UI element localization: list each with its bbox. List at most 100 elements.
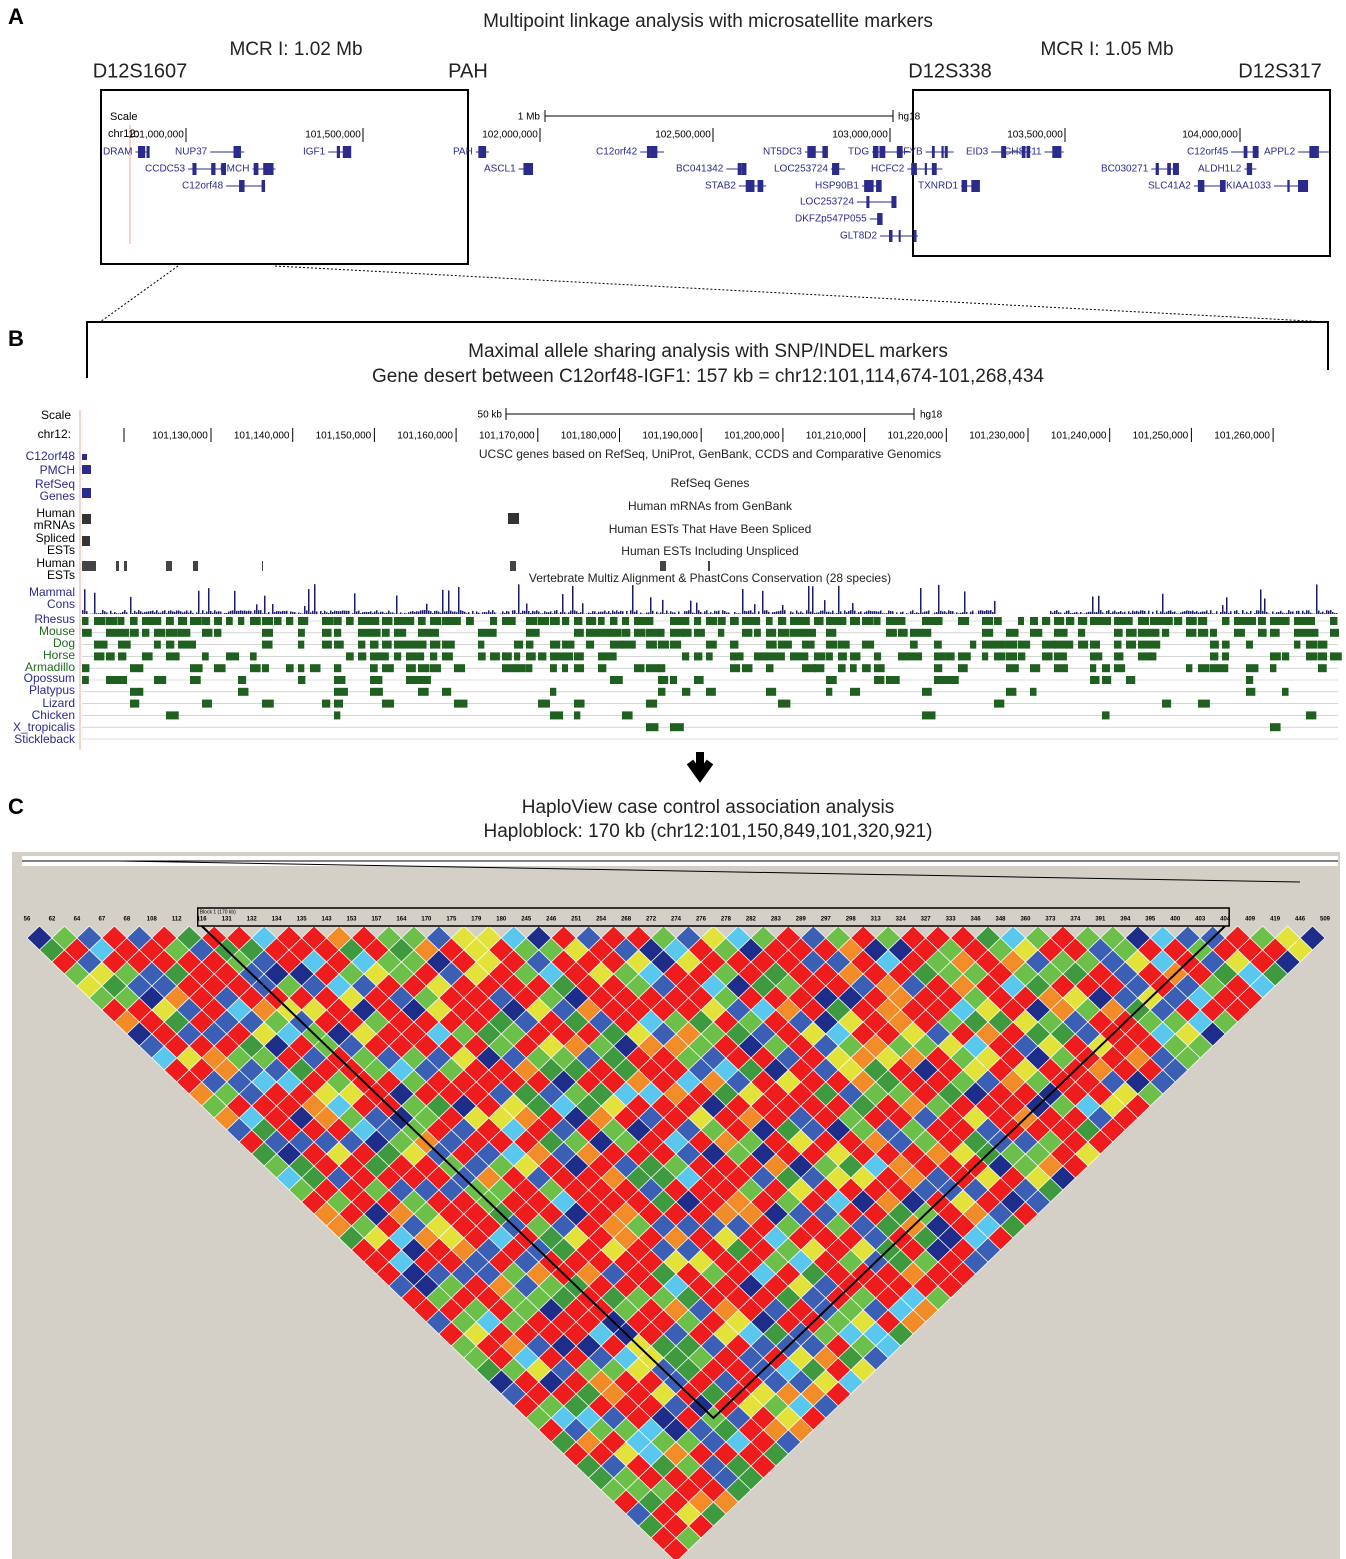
cons-bar bbox=[1336, 613, 1338, 614]
align-block bbox=[430, 664, 441, 673]
cons-bar bbox=[462, 611, 464, 614]
align-block bbox=[1330, 652, 1342, 661]
cons-bar bbox=[942, 611, 944, 614]
align-block bbox=[790, 628, 803, 637]
cons-bar bbox=[928, 610, 930, 614]
cons-bar bbox=[1116, 612, 1118, 614]
align-block bbox=[802, 664, 816, 673]
align-block bbox=[550, 687, 557, 696]
cons-bar bbox=[560, 611, 562, 614]
align-block bbox=[430, 628, 439, 637]
cons-bar bbox=[640, 612, 642, 614]
align-block bbox=[1330, 628, 1340, 637]
track-label: Opossum bbox=[24, 671, 75, 685]
exon bbox=[1287, 180, 1290, 192]
cons-bar bbox=[684, 611, 686, 614]
cons-bar bbox=[124, 610, 126, 614]
align-block bbox=[418, 628, 432, 637]
align-block bbox=[454, 617, 461, 625]
align-block bbox=[418, 652, 425, 661]
align-block bbox=[286, 664, 294, 673]
align-block bbox=[922, 711, 936, 720]
cons-bar bbox=[300, 613, 302, 614]
align-block bbox=[1006, 687, 1017, 696]
exon bbox=[1252, 146, 1259, 158]
cons-bar bbox=[110, 610, 112, 614]
cons-bar bbox=[1118, 612, 1120, 614]
cons-bar bbox=[258, 610, 260, 614]
align-block bbox=[1198, 617, 1208, 625]
align-block bbox=[838, 617, 847, 625]
align-block bbox=[394, 628, 407, 637]
align-block bbox=[1102, 711, 1110, 720]
align-block bbox=[1246, 617, 1256, 625]
cons-bar bbox=[878, 611, 880, 614]
marker-number: 509 bbox=[1320, 917, 1331, 923]
cons-bar bbox=[1272, 611, 1274, 614]
cons-bar bbox=[570, 610, 572, 614]
align-block bbox=[430, 652, 438, 661]
cons-bar bbox=[952, 611, 954, 614]
est bbox=[124, 561, 127, 571]
exon bbox=[1001, 146, 1007, 158]
cons-bar bbox=[324, 610, 326, 614]
align-block bbox=[1186, 664, 1193, 673]
align-block bbox=[610, 628, 622, 637]
cons-bar bbox=[1256, 610, 1258, 614]
cons-bar bbox=[884, 613, 886, 614]
marker-number: 404 bbox=[1220, 917, 1231, 923]
align-block bbox=[598, 628, 612, 637]
cons-bar bbox=[724, 611, 726, 614]
marker-number: 108 bbox=[147, 917, 158, 923]
cons-bar bbox=[260, 610, 262, 614]
cons-bar bbox=[254, 610, 256, 614]
cons-bar bbox=[646, 612, 648, 614]
cons-bar bbox=[518, 584, 520, 614]
align-block bbox=[82, 617, 89, 625]
align-block bbox=[322, 640, 332, 649]
align-block bbox=[778, 628, 790, 637]
align-block bbox=[1030, 687, 1037, 696]
align-block bbox=[178, 640, 191, 649]
align-block bbox=[322, 628, 332, 637]
exon bbox=[646, 146, 651, 158]
cons-bar bbox=[456, 612, 458, 614]
position-label: 101,260,000 bbox=[1214, 431, 1270, 442]
cons-bar bbox=[166, 613, 168, 614]
align-block bbox=[802, 617, 810, 625]
cons-bar bbox=[822, 610, 824, 614]
align-block bbox=[262, 640, 273, 649]
align-block bbox=[106, 676, 119, 684]
marker-number: 278 bbox=[721, 917, 732, 923]
align-block bbox=[442, 640, 455, 649]
cons-bar bbox=[1148, 610, 1150, 614]
cons-bar bbox=[1284, 613, 1286, 614]
cons-bar bbox=[686, 611, 688, 614]
cons-bar bbox=[118, 613, 120, 614]
cons-bar bbox=[734, 612, 736, 614]
align-block bbox=[574, 664, 585, 673]
cons-bar bbox=[276, 611, 278, 614]
cons-bar bbox=[572, 585, 574, 614]
align-block bbox=[226, 617, 233, 625]
cons-bar bbox=[1324, 613, 1326, 614]
position-label: 103,500,000 bbox=[1007, 130, 1063, 141]
exon bbox=[141, 146, 146, 158]
align-block bbox=[670, 676, 678, 684]
cons-bar bbox=[1290, 611, 1292, 614]
align-block bbox=[382, 628, 390, 637]
cons-bar bbox=[1106, 610, 1108, 614]
align-block bbox=[454, 699, 468, 708]
cons-bar bbox=[664, 613, 666, 614]
exon bbox=[1309, 146, 1315, 158]
cons-bar bbox=[226, 612, 228, 614]
marker-number: 394 bbox=[1120, 917, 1131, 923]
cons-bar bbox=[98, 613, 100, 614]
cons-bar bbox=[530, 612, 532, 614]
bracket bbox=[86, 321, 1329, 378]
position-label: 101,190,000 bbox=[642, 431, 698, 442]
align-block bbox=[706, 640, 717, 649]
cons-bar bbox=[692, 612, 694, 614]
align-block bbox=[598, 652, 612, 661]
track-title: Human ESTs That Have Been Spliced bbox=[609, 522, 812, 536]
